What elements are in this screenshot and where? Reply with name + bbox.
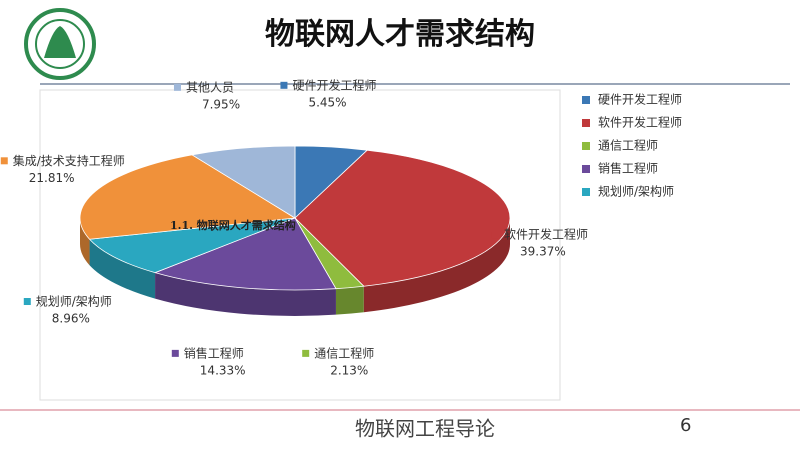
value-label: 7.95% xyxy=(202,97,240,111)
legend-label: 通信工程师 xyxy=(598,138,658,153)
slice-label: 软件开发工程师 xyxy=(504,227,588,242)
page-number: 6 xyxy=(680,415,691,436)
slice-label: 集成/技术支持工程师 xyxy=(13,153,125,168)
value-label: 14.33% xyxy=(200,363,246,377)
legend-swatch xyxy=(582,142,590,150)
slice xyxy=(153,217,337,316)
label-swatch xyxy=(0,157,8,165)
value-label: 8.96% xyxy=(52,312,90,326)
value-label: 39.37% xyxy=(520,245,566,259)
slice-side xyxy=(155,272,336,316)
slice-side xyxy=(80,218,90,266)
legend-label: 软件开发工程师 xyxy=(598,115,682,130)
footer: 物联网工程导论 xyxy=(355,417,495,441)
slice-side xyxy=(335,286,364,315)
slice xyxy=(88,217,296,299)
legend-swatch xyxy=(582,165,590,173)
slice-top xyxy=(294,149,511,287)
slice-label: 销售工程师 xyxy=(184,345,244,360)
legend-swatch xyxy=(582,188,590,196)
slice xyxy=(190,145,296,219)
slice-label: 其他人员 xyxy=(186,80,234,94)
label-swatch xyxy=(171,349,179,357)
slice-side xyxy=(89,239,156,299)
annotation: 1.1. 物联网人才需求结构 xyxy=(170,218,296,232)
chart-frame xyxy=(39,89,561,401)
legend-label: 硬件开发工程师 xyxy=(598,92,682,107)
legend-label: 销售工程师 xyxy=(598,161,658,176)
slice-label: 通信工程师 xyxy=(314,345,374,360)
slice-side xyxy=(363,218,510,313)
slice-top xyxy=(88,217,296,274)
logo xyxy=(24,8,96,80)
label-swatch xyxy=(302,349,310,357)
label-swatch xyxy=(280,81,288,89)
label-swatch xyxy=(23,298,31,306)
slice-top xyxy=(79,154,297,240)
legend-swatch xyxy=(582,119,590,127)
value-label: 21.81% xyxy=(29,171,75,185)
value-label: 5.45% xyxy=(308,95,346,109)
value-label: 2.13% xyxy=(330,363,368,377)
legend-label: 规划师/架构师 xyxy=(598,184,674,199)
slice-top xyxy=(190,145,296,219)
slice-label: 规划师/架构师 xyxy=(36,294,112,309)
legend-swatch xyxy=(582,96,590,104)
slide-title: 物联网人才需求结构 xyxy=(265,17,535,52)
slice-top xyxy=(153,217,337,291)
slice xyxy=(79,154,297,266)
slice-label: 硬件开发工程师 xyxy=(292,77,376,92)
label-swatch xyxy=(491,231,499,239)
slice xyxy=(294,149,511,313)
label-swatch xyxy=(173,83,181,91)
